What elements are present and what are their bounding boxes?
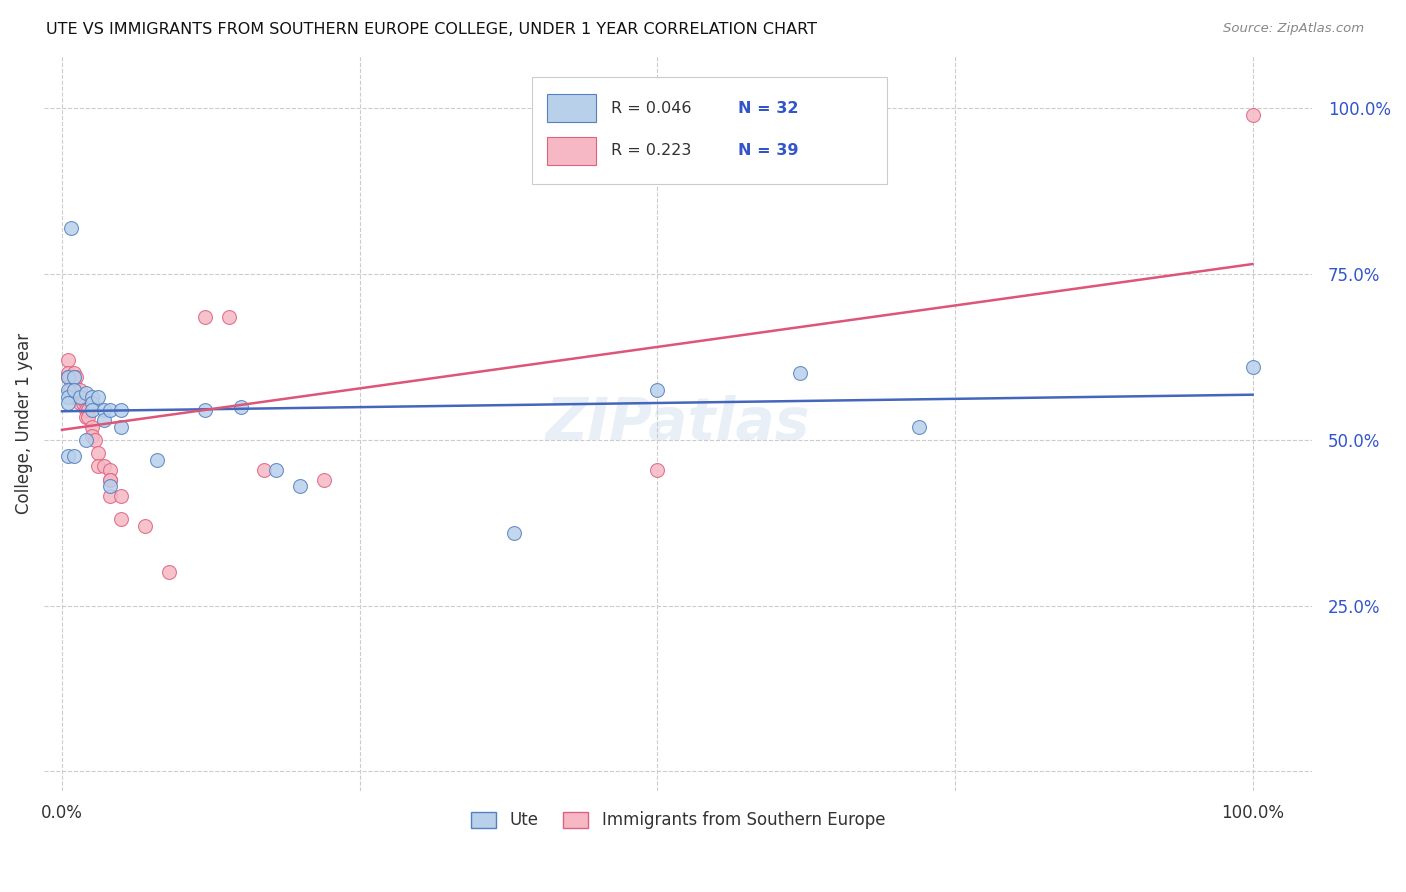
Point bbox=[63, 369, 86, 384]
Text: N = 39: N = 39 bbox=[738, 144, 799, 159]
Point bbox=[72, 396, 94, 410]
Point bbox=[77, 409, 100, 424]
Y-axis label: College, Under 1 year: College, Under 1 year bbox=[15, 333, 32, 514]
Text: N = 32: N = 32 bbox=[738, 101, 799, 116]
Text: ZIPatlas: ZIPatlas bbox=[546, 395, 810, 451]
Point bbox=[75, 409, 97, 424]
Point bbox=[194, 403, 217, 417]
Point bbox=[93, 403, 115, 417]
Point bbox=[645, 462, 668, 476]
Point bbox=[110, 403, 132, 417]
Point bbox=[194, 310, 217, 324]
Point bbox=[93, 413, 115, 427]
Point bbox=[63, 376, 86, 391]
Legend: Ute, Immigrants from Southern Europe: Ute, Immigrants from Southern Europe bbox=[464, 805, 891, 836]
Point bbox=[80, 403, 103, 417]
Text: UTE VS IMMIGRANTS FROM SOUTHERN EUROPE COLLEGE, UNDER 1 YEAR CORRELATION CHART: UTE VS IMMIGRANTS FROM SOUTHERN EUROPE C… bbox=[46, 22, 817, 37]
Point bbox=[59, 383, 82, 397]
Text: R = 0.046: R = 0.046 bbox=[610, 101, 692, 116]
Point bbox=[218, 310, 240, 324]
Point bbox=[56, 396, 79, 410]
Point bbox=[63, 450, 86, 464]
Point bbox=[98, 473, 121, 487]
Point bbox=[69, 396, 91, 410]
Point bbox=[98, 489, 121, 503]
Point bbox=[312, 473, 335, 487]
Point bbox=[72, 392, 94, 407]
Point bbox=[80, 396, 103, 410]
Point bbox=[77, 403, 100, 417]
Point bbox=[146, 452, 169, 467]
Point bbox=[93, 459, 115, 474]
Point bbox=[75, 403, 97, 417]
FancyBboxPatch shape bbox=[533, 78, 887, 184]
FancyBboxPatch shape bbox=[547, 95, 596, 122]
Point bbox=[86, 459, 108, 474]
Point bbox=[60, 220, 83, 235]
Point bbox=[84, 433, 107, 447]
Point bbox=[503, 525, 526, 540]
Point bbox=[98, 479, 121, 493]
FancyBboxPatch shape bbox=[547, 136, 596, 165]
Point bbox=[56, 369, 79, 384]
Point bbox=[75, 386, 97, 401]
Point bbox=[69, 383, 91, 397]
Point bbox=[86, 390, 108, 404]
Point bbox=[80, 429, 103, 443]
Point bbox=[98, 403, 121, 417]
Point bbox=[134, 519, 156, 533]
Point bbox=[253, 462, 276, 476]
Point bbox=[1241, 359, 1264, 374]
Point bbox=[56, 353, 79, 368]
Point bbox=[98, 473, 121, 487]
Point bbox=[908, 419, 931, 434]
Point bbox=[86, 446, 108, 460]
Point bbox=[56, 390, 79, 404]
Point bbox=[80, 390, 103, 404]
Point bbox=[69, 390, 91, 404]
Point bbox=[157, 566, 180, 580]
Point bbox=[110, 489, 132, 503]
Point bbox=[56, 367, 79, 381]
Point bbox=[56, 383, 79, 397]
Text: R = 0.223: R = 0.223 bbox=[610, 144, 692, 159]
Point bbox=[1241, 108, 1264, 122]
Point bbox=[80, 419, 103, 434]
Point bbox=[56, 369, 79, 384]
Text: Source: ZipAtlas.com: Source: ZipAtlas.com bbox=[1223, 22, 1364, 36]
Point bbox=[264, 462, 287, 476]
Point bbox=[56, 450, 79, 464]
Point bbox=[110, 419, 132, 434]
Point bbox=[63, 383, 86, 397]
Point bbox=[229, 400, 252, 414]
Point bbox=[288, 479, 311, 493]
Point bbox=[645, 383, 668, 397]
Point bbox=[63, 367, 86, 381]
Point bbox=[75, 396, 97, 410]
Point bbox=[59, 369, 82, 384]
Point bbox=[65, 369, 87, 384]
Point bbox=[110, 512, 132, 526]
Point bbox=[69, 390, 91, 404]
Point bbox=[75, 433, 97, 447]
Point bbox=[63, 390, 86, 404]
Point bbox=[789, 367, 811, 381]
Point bbox=[98, 462, 121, 476]
